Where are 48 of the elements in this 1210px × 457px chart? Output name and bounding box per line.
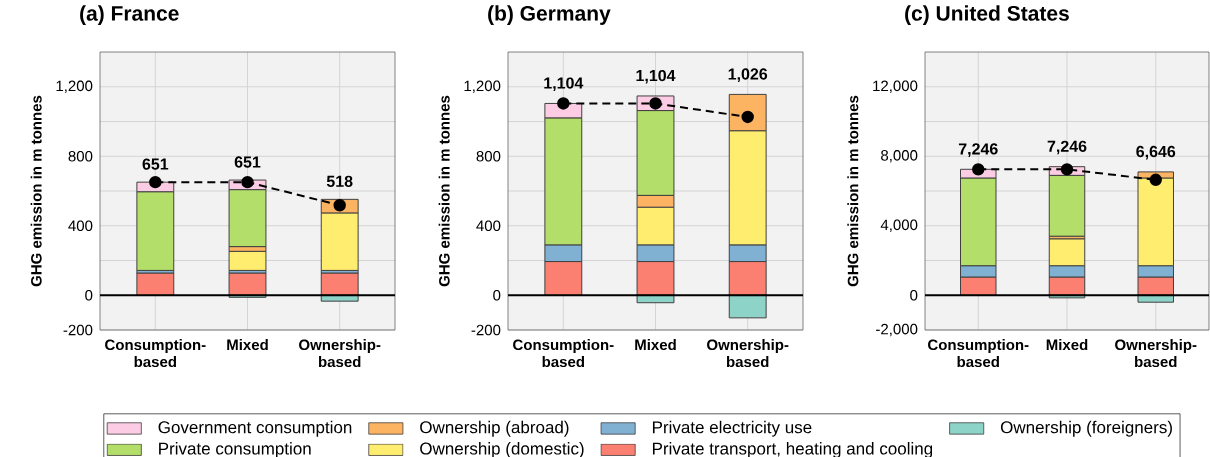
bar xyxy=(728,294,767,319)
y-tick-label: 0 xyxy=(85,289,93,301)
legend-label: Government consumption xyxy=(158,420,352,437)
y-tick-label: 400 xyxy=(476,220,501,232)
x-tick-label: Mixed xyxy=(227,339,268,351)
x-tick-label: Ownership-based xyxy=(299,339,381,368)
data-label: 518 xyxy=(326,175,353,187)
legend-label: Private consumption xyxy=(159,442,311,457)
legend-label: Ownership (abroad) xyxy=(420,420,569,437)
x-tick-label: Mixed xyxy=(1046,339,1088,351)
y-tick-label: -2,000 xyxy=(876,323,918,337)
y-tick-label: -200 xyxy=(63,324,93,336)
chart-title: (a) France xyxy=(80,5,179,25)
x-tick-label: Mixed xyxy=(635,339,676,351)
x-tick-label: Consumption-based xyxy=(513,339,614,368)
legend-label: Ownership (domestic) xyxy=(420,442,584,457)
y-tick-label: 1,200 xyxy=(56,80,93,93)
legend-label: Private transport, heating and cooling xyxy=(652,442,933,457)
bar xyxy=(228,250,267,271)
x-tick-label: Consumption-based xyxy=(105,339,206,368)
data-label: 7,246 xyxy=(958,143,998,157)
y-tick-label: 12,000 xyxy=(873,80,918,93)
y-tick-label: 400 xyxy=(68,220,93,232)
y-tick-label: 800 xyxy=(476,150,501,162)
data-label: 651 xyxy=(142,158,169,170)
y-tick-label: 0 xyxy=(493,289,501,301)
x-tick-label: Ownership-based xyxy=(707,339,789,368)
data-label: 6,646 xyxy=(1136,145,1176,160)
x-tick-label: Ownership-based xyxy=(1115,339,1197,368)
y-tick-label: 800 xyxy=(68,150,93,162)
y-tick-label: 0 xyxy=(910,289,918,301)
data-label: 1,104 xyxy=(636,69,676,84)
y-tick-label: 1,200 xyxy=(464,80,501,93)
chart-title: (c) United States xyxy=(905,5,1069,25)
data-label: 7,246 xyxy=(1047,140,1087,155)
y-axis-title: GHG emission in m tonnes xyxy=(847,95,859,287)
legend-label: Ownership (foreigners) xyxy=(1000,420,1172,437)
y-axis-title: GHG emission in m tonnes xyxy=(438,95,450,287)
legend-label: Private electricity use xyxy=(652,420,812,437)
data-label: 1,104 xyxy=(544,77,584,92)
y-tick-label: -200 xyxy=(471,324,501,336)
data-label: 1,026 xyxy=(728,68,768,82)
y-tick-label: 8,000 xyxy=(881,150,918,163)
chart-title: (b) Germany xyxy=(488,5,611,25)
y-tick-label: 4,000 xyxy=(880,219,918,232)
y-axis-title: GHG emission in m tonnes xyxy=(30,95,42,287)
data-label: 651 xyxy=(234,156,261,168)
x-tick-label: Consumption-based xyxy=(928,339,1029,368)
